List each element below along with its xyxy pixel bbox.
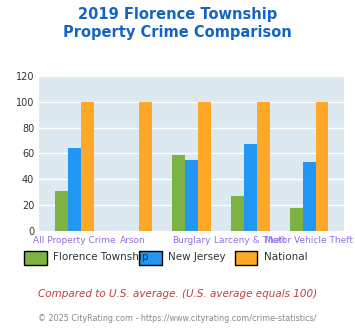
Bar [81, 102, 94, 231]
Bar [55, 191, 68, 231]
FancyBboxPatch shape [24, 251, 47, 265]
Bar [257, 102, 270, 231]
Bar [316, 102, 328, 231]
Bar [290, 208, 303, 231]
Bar [172, 155, 185, 231]
Bar [68, 148, 81, 231]
Text: Florence Township: Florence Township [53, 252, 148, 262]
Text: Compared to U.S. average. (U.S. average equals 100): Compared to U.S. average. (U.S. average … [38, 289, 317, 299]
Text: National: National [264, 252, 307, 262]
Text: © 2025 CityRating.com - https://www.cityrating.com/crime-statistics/: © 2025 CityRating.com - https://www.city… [38, 314, 317, 323]
Bar [140, 102, 152, 231]
Bar [303, 162, 316, 231]
Bar [185, 160, 198, 231]
Text: New Jersey: New Jersey [168, 252, 225, 262]
FancyBboxPatch shape [139, 251, 162, 265]
Bar [231, 196, 244, 231]
FancyBboxPatch shape [235, 251, 257, 265]
Bar [198, 102, 211, 231]
Text: 2019 Florence Township
Property Crime Comparison: 2019 Florence Township Property Crime Co… [63, 7, 292, 40]
Bar [244, 145, 257, 231]
